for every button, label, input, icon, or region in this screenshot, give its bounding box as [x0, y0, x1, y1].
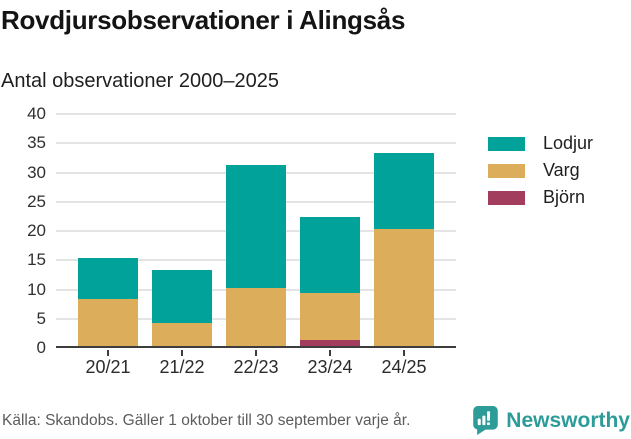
- legend-swatch-varg: [488, 163, 525, 178]
- bar-segment-lodjur-20-21: [78, 258, 138, 300]
- bar-segment-björn-23-24: [300, 340, 360, 346]
- x-axis-tick-label: 20/21: [85, 357, 131, 377]
- plot-area: [56, 113, 456, 348]
- bar-segment-lodjur-21-22: [152, 269, 212, 323]
- x-axis-tick-mark: [403, 350, 405, 356]
- y-axis-tick-label: 5: [36, 308, 46, 328]
- footer: Källa: Skandobs. Gäller 1 oktober till 3…: [2, 404, 630, 437]
- newsworthy-badge-icon: [473, 406, 499, 435]
- legend-item-varg: Varg: [488, 157, 593, 184]
- x-axis-tick-label: 21/22: [159, 357, 205, 377]
- bar-segment-varg-24-25: [374, 229, 434, 346]
- x-axis-tick-label: 23/24: [307, 357, 353, 377]
- y-axis-tick-label: 20: [27, 221, 46, 240]
- bar-segment-varg-21-22: [152, 322, 212, 346]
- chart-legend: Lodjur Varg Björn: [488, 130, 593, 211]
- y-axis-tick-label: 0: [36, 338, 46, 357]
- gridline: [56, 142, 456, 145]
- y-axis-tick-label: 30: [27, 162, 46, 182]
- bar-segment-varg-23-24: [300, 293, 360, 341]
- gridline: [56, 113, 456, 115]
- x-axis-tick-mark: [107, 350, 109, 356]
- legend-swatch-lodjur: [488, 136, 525, 151]
- bar-segment-lodjur-22-23: [226, 164, 286, 288]
- y-axis-tick-label: 10: [27, 279, 46, 299]
- legend-label: Björn: [543, 187, 586, 207]
- legend-label: Varg: [543, 160, 580, 180]
- legend-swatch-björn: [488, 190, 525, 205]
- source-attribution: Källa: Skandobs. Gäller 1 oktober till 3…: [2, 411, 411, 429]
- newsworthy-wordmark: Newsworthy: [506, 408, 630, 432]
- x-axis-tick-label: 24/25: [381, 357, 427, 377]
- legend-item-björn: Björn: [488, 184, 593, 211]
- x-axis-tick-mark: [181, 350, 183, 356]
- bar-segment-varg-20-21: [78, 299, 138, 346]
- x-axis-tick-label: 22/23: [233, 357, 279, 377]
- y-axis-tick-label: 35: [27, 133, 46, 153]
- newsworthy-logo[interactable]: Newsworthy: [473, 406, 630, 435]
- bar-segment-varg-22-23: [226, 287, 286, 346]
- x-axis-tick-mark: [329, 350, 331, 356]
- bar-segment-lodjur-23-24: [300, 217, 360, 294]
- chart-subtitle: Antal observationer 2000–2025: [1, 70, 279, 92]
- x-axis-tick-mark: [255, 350, 257, 356]
- y-axis-tick-label: 25: [27, 191, 46, 211]
- legend-item-lodjur: Lodjur: [488, 130, 593, 157]
- bar-segment-lodjur-24-25: [374, 152, 434, 229]
- y-axis-tick-label: 15: [27, 250, 46, 270]
- page-title: Rovdjursobservationer i Alingsås: [1, 5, 406, 35]
- legend-label: Lodjur: [543, 133, 594, 153]
- chart-canvas: 0 5 10 15 20 25 30 35 40 20/21 21/22 22/23 23/24 24/2…: [0, 104, 470, 395]
- y-axis-tick-label: 40: [27, 104, 46, 123]
